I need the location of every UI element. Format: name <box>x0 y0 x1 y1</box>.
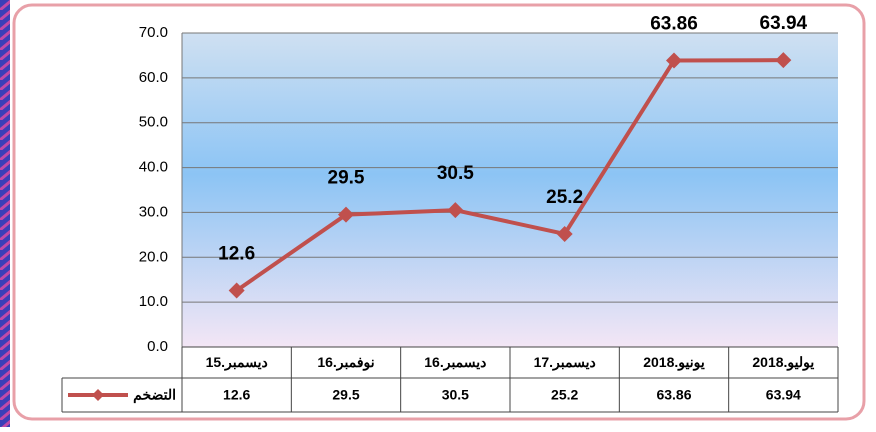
legend-marker <box>92 389 104 401</box>
y-tick-label: 0.0 <box>147 338 168 355</box>
marker <box>556 225 573 242</box>
y-tick-label: 60.0 <box>139 69 168 86</box>
marker <box>775 52 792 69</box>
marker <box>228 282 245 299</box>
table-value: 63.86 <box>656 387 691 403</box>
x-tick-label: يونيو.2018 <box>643 354 705 371</box>
series-line <box>235 58 784 293</box>
y-tick-label: 20.0 <box>139 248 168 265</box>
table-value: 30.5 <box>442 387 469 403</box>
data-label: 12.6 <box>218 243 255 264</box>
plot-area <box>182 33 838 347</box>
y-tick-label: 50.0 <box>139 114 168 131</box>
x-tick-label: ديسمبر.17 <box>534 354 596 371</box>
x-tick-label: نوفمبر.16 <box>317 354 374 371</box>
table-value: 12.6 <box>223 387 250 403</box>
x-tick-label: ديسمبر.15 <box>206 354 268 371</box>
y-tick-label: 70.0 <box>139 24 168 41</box>
data-label: 29.5 <box>328 168 365 189</box>
marker <box>338 206 354 223</box>
data-label: 30.5 <box>437 163 474 184</box>
x-tick-label: ديسمبر.16 <box>424 354 486 371</box>
x-tick-label: يوليو.2018 <box>752 354 814 371</box>
y-tick-label: 10.0 <box>139 293 168 310</box>
data-label: 63.86 <box>650 14 698 35</box>
y-tick-label: 40.0 <box>139 159 168 176</box>
y-tick-label: 30.0 <box>139 203 168 220</box>
legend-label: التضخم <box>133 387 176 404</box>
data-label: 63.94 <box>760 13 808 34</box>
left-border <box>0 0 10 427</box>
table-value: 63.94 <box>766 387 801 403</box>
marker <box>447 202 464 219</box>
marker <box>666 52 682 69</box>
data-label: 25.2 <box>546 187 583 208</box>
table-value: 25.2 <box>551 387 578 403</box>
table-value: 29.5 <box>332 387 359 403</box>
